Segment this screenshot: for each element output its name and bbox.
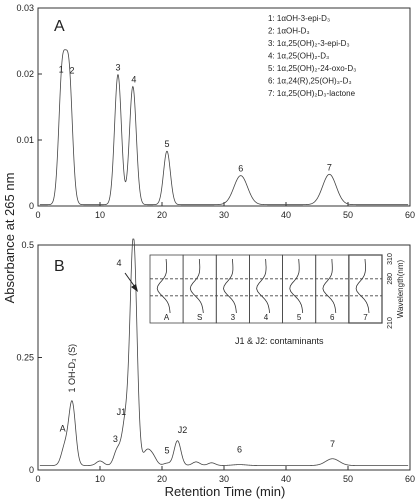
panel-b-ticks: 0 10 20 30 40 50 60 0 0.25 0.5 <box>16 240 415 484</box>
peak-label: 6 <box>238 164 243 174</box>
y-tick-label: 0.02 <box>16 69 34 79</box>
uv-spectrum-curve <box>223 258 237 314</box>
panel-b: B 0 10 20 30 40 50 60 0 0.25 0.5 A 1 OH-D₃ (S) 3 J1 4… <box>16 238 415 484</box>
peak-label: J2 <box>178 425 188 435</box>
legend-entry: 3: 1α,25(OH)₂-3-epi-D₃ <box>268 39 350 48</box>
y-tick-label: 0.5 <box>21 240 34 250</box>
y-axis-label: Absorbance at 265 nm <box>2 173 17 304</box>
peak-label: A <box>60 424 66 434</box>
uv-spectrum-curve <box>189 258 204 314</box>
peak-label: 3 <box>115 63 120 73</box>
panel-a-trace <box>39 49 409 206</box>
contaminants-note: J1 & J2: contaminants <box>235 336 324 346</box>
panel-b-frame <box>37 244 411 471</box>
legend-entry: 2: 1αOH-D₃ <box>268 27 310 36</box>
uv-spectrum-curve <box>355 258 370 314</box>
panel-b-peak-labels: A 1 OH-D₃ (S) 3 J1 4 5 J2 6 7 <box>60 258 335 455</box>
x-tick-label: 20 <box>157 474 167 484</box>
x-tick-label: 10 <box>95 474 105 484</box>
x-axis-label: Retention Time (min) <box>165 484 286 499</box>
spectrum-label: 4 <box>264 313 269 322</box>
panel-b-label: B <box>54 258 65 275</box>
x-tick-label: 60 <box>405 210 415 220</box>
uv-spectrum-curve <box>156 258 171 314</box>
x-tick-label: 40 <box>281 210 291 220</box>
x-tick-label: 40 <box>281 474 291 484</box>
wavelength-tick-label: 310 <box>387 253 394 265</box>
spectrum-cell <box>348 254 383 324</box>
peak-label: 4 <box>116 258 121 268</box>
wavelength-axis-label: Wavelength(nm) <box>396 259 405 318</box>
peak-label: 1 OH-D₃ (S) <box>67 344 77 393</box>
wavelength-tick-label: 280 <box>387 273 394 285</box>
wavelength-tick-label: 210 <box>387 317 394 329</box>
panel-a-ticks: 0 10 20 30 40 50 60 0 0.01 0.02 0.03 <box>16 3 415 220</box>
y-tick-label: 0.01 <box>16 135 34 145</box>
peak-4-arrowhead <box>131 284 138 292</box>
spectrum-label: S <box>197 313 202 322</box>
panel-a: A 1: 1αOH-3-epi-D₃ 2: 1αOH-D₃ 3: 1α,25(OH)… <box>16 3 415 220</box>
legend-entry: 7: 1α,25(OH)₂D₃-lactone <box>268 89 356 98</box>
peak-label: J1 <box>117 407 127 417</box>
peak-label: 7 <box>330 439 335 449</box>
peak-label: 2 <box>69 65 74 75</box>
peak-label: 7 <box>327 162 332 172</box>
panel-b-trace <box>39 238 409 466</box>
x-tick-label: 0 <box>35 210 40 220</box>
spectrum-label: 3 <box>231 313 236 322</box>
x-tick-label: 30 <box>219 210 229 220</box>
y-tick-label: 0.03 <box>16 3 34 13</box>
x-tick-label: 60 <box>405 474 415 484</box>
peak-label: 4 <box>131 75 136 85</box>
y-tick-label: 0.25 <box>16 353 34 363</box>
peak-label: 5 <box>164 445 169 455</box>
panel-a-legend: 1: 1αOH-3-epi-D₃ 2: 1αOH-D₃ 3: 1α,25(OH)₂-… <box>268 14 356 98</box>
uv-spectrum-curve <box>322 258 337 314</box>
legend-entry: 6: 1α,24(R),25(OH)₃-D₃ <box>268 77 352 86</box>
x-tick-label: 50 <box>343 210 353 220</box>
panel-a-frame <box>37 7 411 207</box>
x-tick-label: 30 <box>219 474 229 484</box>
peak-4-arrow <box>124 272 136 288</box>
panel-a-peak-labels: 1 2 3 4 5 6 7 <box>59 63 332 174</box>
y-tick-label: 0 <box>29 201 34 211</box>
legend-entry: 4: 1α,25(OH)₂-D₃ <box>268 52 329 61</box>
x-tick-label: 10 <box>95 210 105 220</box>
spectrum-label: 5 <box>297 313 302 322</box>
legend-entry: 1: 1αOH-3-epi-D₃ <box>268 14 330 23</box>
spectrum-label: 7 <box>363 313 368 322</box>
peak-label: 3 <box>113 434 118 444</box>
x-tick-label: 50 <box>343 474 353 484</box>
uv-spectrum-curve <box>289 258 304 314</box>
x-tick-label: 20 <box>157 210 167 220</box>
x-tick-label: 0 <box>35 474 40 484</box>
panel-a-label: A <box>54 18 65 35</box>
y-tick-label: 0 <box>29 465 34 475</box>
spectrum-label: 6 <box>330 313 335 322</box>
peak-label: 6 <box>237 445 242 455</box>
peak-label: 5 <box>164 139 169 149</box>
spectrum-label: A <box>164 313 170 322</box>
peak-label: 1 <box>59 65 64 75</box>
uv-spectrum-curve <box>256 258 270 314</box>
legend-entry: 5: 1α,25(OH)₂-24-oxo-D₃ <box>268 64 356 73</box>
